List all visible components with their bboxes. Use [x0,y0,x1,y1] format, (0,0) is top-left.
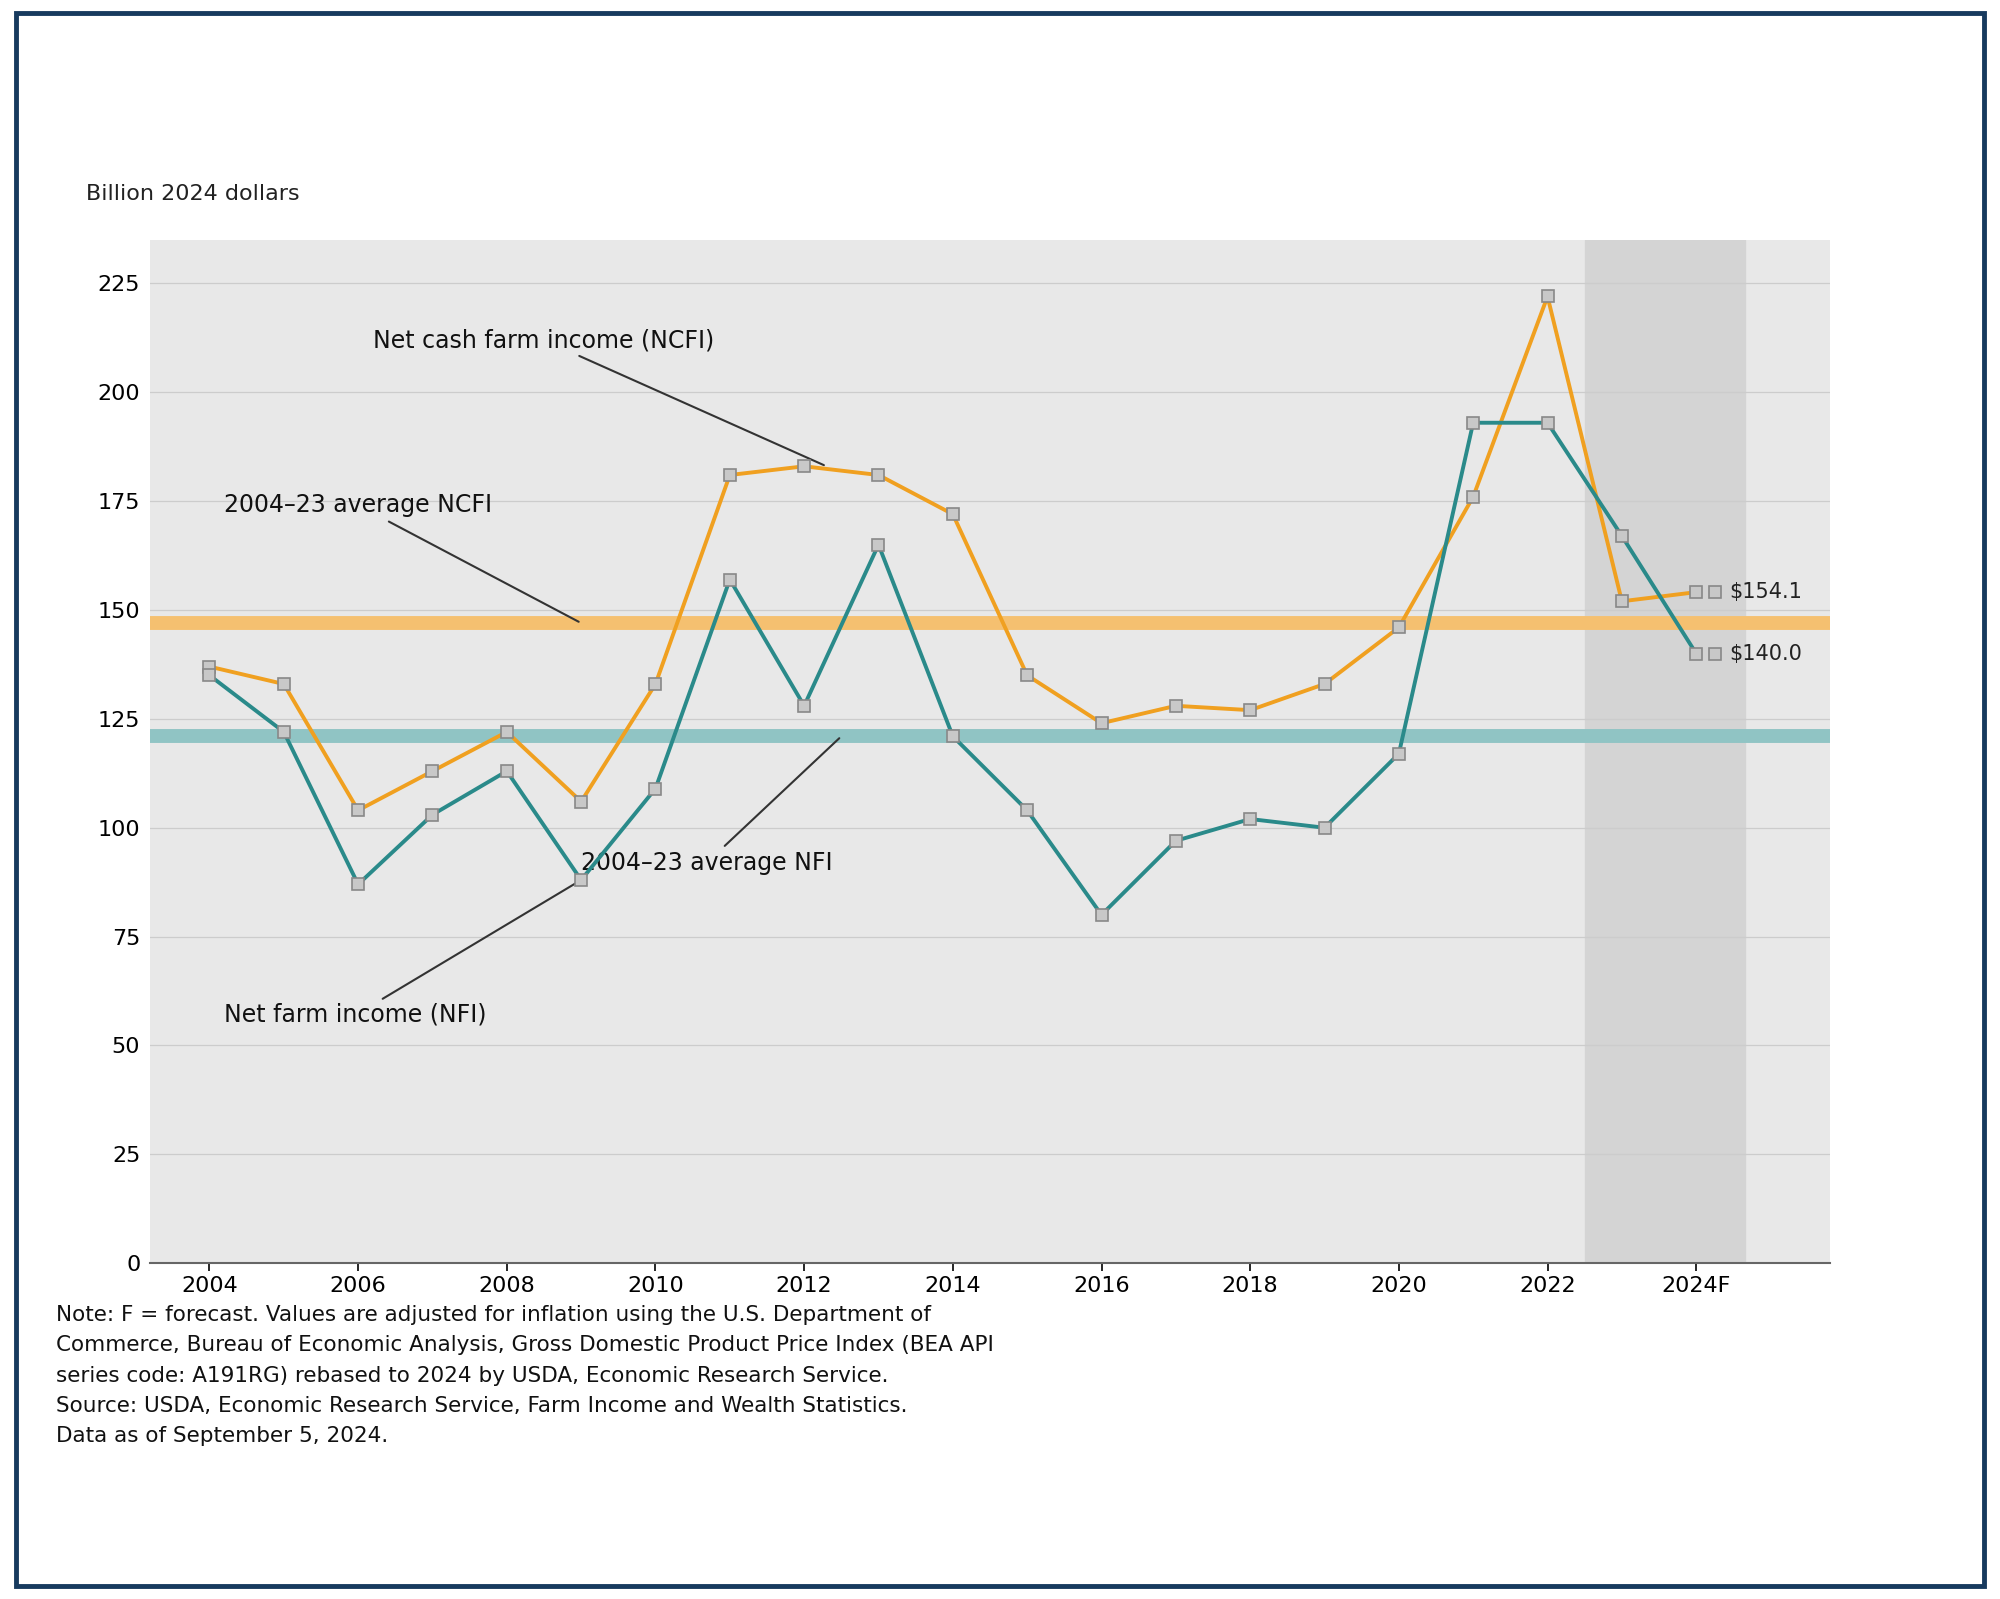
Text: Net farm income (NFI): Net farm income (NFI) [224,881,578,1027]
Text: 2004–23 average NCFI: 2004–23 average NCFI [224,494,578,622]
Text: 2004–23 average NFI: 2004–23 average NFI [582,739,840,875]
Bar [1584,240,1744,1263]
Text: Net cash farm income (NCFI): Net cash farm income (NCFI) [374,328,824,465]
Text: U.S. net farm income and net cash farm income, inflation: U.S. net farm income and net cash farm i… [44,62,1300,101]
Text: $140.0: $140.0 [1730,643,1802,664]
Text: Note: F = forecast. Values are adjusted for inflation using the U.S. Department : Note: F = forecast. Values are adjusted … [56,1305,994,1447]
Text: adjusted, 2004–24F: adjusted, 2004–24F [44,149,472,187]
Text: Billion 2024 dollars: Billion 2024 dollars [86,184,300,205]
Text: $154.1: $154.1 [1730,582,1802,603]
